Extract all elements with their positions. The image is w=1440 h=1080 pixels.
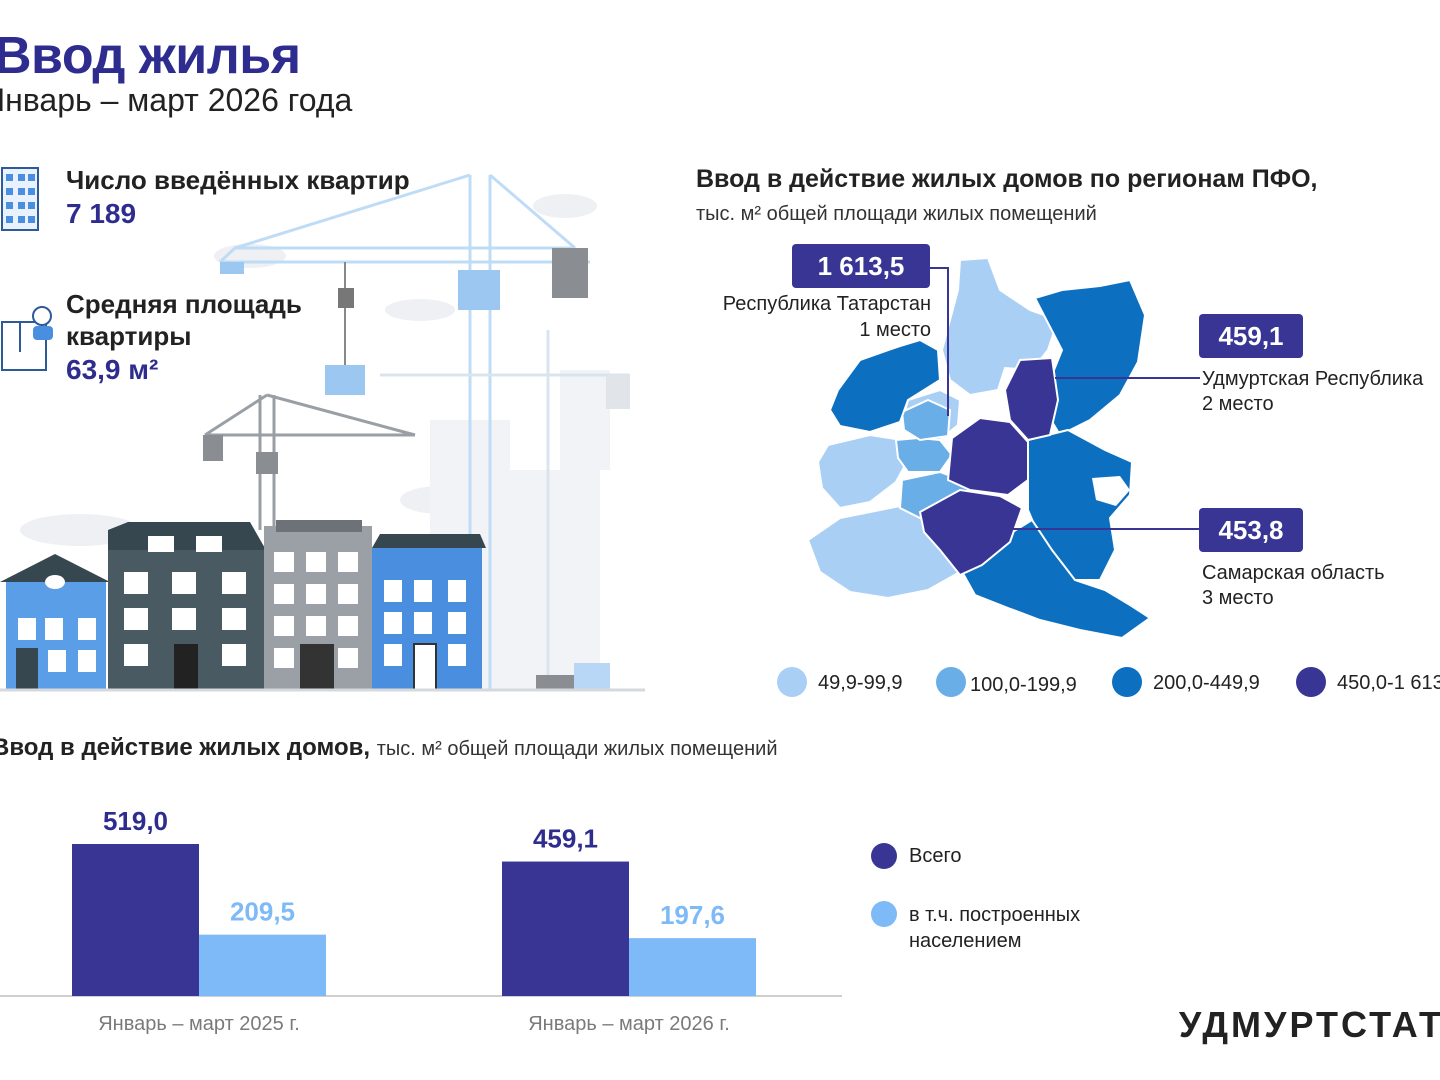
apartments-label: Число введённых квартир (66, 165, 410, 195)
bar-chart: 519,0 209,5 Январь – март 2025 г. 459,1 197,… (0, 806, 842, 1035)
callout-rank-samara: 3 место (1202, 587, 1274, 609)
bar-value-label: 197,6 (660, 900, 725, 930)
bar-value-label: 459,1 (533, 824, 598, 854)
bar-total (502, 861, 629, 996)
area-label-line1: Средняя площадь (66, 289, 302, 319)
map-legend-swatch (1296, 667, 1326, 697)
brand-logo: УДМУРТСТАТ (1178, 1004, 1440, 1045)
bar-value-label: 519,0 (103, 806, 168, 836)
bar-value-label: 209,5 (230, 897, 295, 927)
construction-illustration (0, 173, 645, 692)
map-legend-label: 49,9-99,9 (818, 672, 903, 694)
area-label-line2: квартиры (66, 321, 192, 351)
region-map (806, 256, 1152, 640)
apartments-value: 7 189 (66, 198, 137, 229)
floor-plan-person-icon (1, 306, 53, 371)
apartment-building-icon (1, 167, 39, 231)
map-legend-label: 200,0-449,9 (1153, 672, 1260, 694)
map-subtitle: тыс. м² общей площади жилых помещений (696, 203, 1097, 225)
callout-value-tatarstan: 1 613,5 (792, 244, 930, 288)
callout-rank-tatarstan: 1 место (859, 319, 931, 341)
callout-rank-udmurtia: 2 место (1202, 393, 1274, 415)
callout-value-samara: 453,8 (1199, 508, 1303, 552)
x-tick-label: Январь – март 2025 г. (98, 1013, 300, 1035)
bar-legend-population-line1: в т.ч. построенных (909, 904, 1081, 926)
page-title: Ввод жилья (0, 27, 301, 85)
bar-population (199, 934, 326, 996)
bar-total (72, 844, 199, 996)
map-legend-swatch (777, 667, 807, 697)
callout-region-tatarstan: Республика Татарстан (722, 293, 931, 315)
callout-value-udmurtia: 459,1 (1199, 314, 1303, 358)
area-value: 63,9 м² (66, 354, 159, 385)
bar-legend-swatch-population (871, 901, 897, 927)
bar-legend-swatch-total (871, 843, 897, 869)
page-period: Январь – март 2026 года (0, 82, 353, 118)
map-legend-label: 100,0-199,9 (970, 674, 1077, 696)
callout-region-udmurtia: Удмуртская Республика (1202, 368, 1424, 390)
callout-connectors (930, 267, 1200, 530)
x-tick-label: Январь – март 2026 г. (528, 1013, 730, 1035)
map-legend-swatch (1112, 667, 1142, 697)
map-legend-label: 450,0-1 613,5 (1337, 672, 1440, 694)
map-legend-swatch (936, 667, 966, 697)
bar-chart-title-bold: Ввод в действие жилых домов, (0, 734, 371, 761)
bar-chart-title: Ввод в действие жилых домов, тыс. м² общ… (0, 734, 778, 762)
bar-legend-total: Всего (909, 845, 962, 867)
map-title: Ввод в действие жилых домов по регионам … (696, 165, 1318, 193)
bar-chart-title-unit: тыс. м² общей площади жилых помещений (376, 738, 778, 760)
bar-legend-population-line2: населением (909, 930, 1022, 952)
callout-region-samara: Самарская область (1202, 562, 1385, 584)
bar-population (629, 938, 756, 996)
